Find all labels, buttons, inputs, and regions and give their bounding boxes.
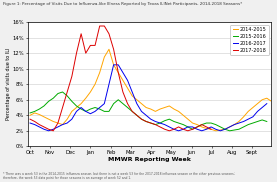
2014-2015: [177, 110, 180, 112]
2014-2015: [270, 100, 273, 102]
2014-2015: [29, 114, 32, 116]
Text: Figure 1: Percentage of Visits Due to Influenza-like Illness Reported by Texas I: Figure 1: Percentage of Visits Due to In…: [3, 2, 242, 6]
2014-2015: [172, 108, 176, 110]
2017-2018: [182, 128, 185, 130]
2016-2017: [29, 122, 32, 124]
2015-2016: [29, 112, 32, 114]
2015-2016: [93, 106, 97, 109]
Text: * There was a week 53 in the 2014-2015 influenza season, but there is not a week: * There was a week 53 in the 2014-2015 i…: [3, 172, 235, 180]
Line: 2014-2015: 2014-2015: [30, 49, 271, 131]
2015-2016: [214, 124, 217, 126]
2017-2018: [93, 44, 97, 46]
2017-2018: [168, 130, 171, 132]
2016-2017: [168, 126, 171, 128]
Line: 2017-2018: 2017-2018: [30, 26, 211, 131]
2016-2017: [242, 120, 245, 123]
2015-2016: [182, 124, 185, 126]
2014-2015: [214, 130, 217, 132]
2014-2015: [186, 118, 189, 120]
2014-2015: [191, 122, 194, 124]
2016-2017: [214, 128, 217, 130]
2015-2016: [242, 126, 245, 128]
2016-2017: [182, 128, 185, 130]
2016-2017: [172, 128, 176, 130]
2015-2016: [168, 118, 171, 120]
X-axis label: MMWR Reporting Week: MMWR Reporting Week: [108, 157, 191, 162]
2017-2018: [29, 118, 32, 120]
2015-2016: [172, 120, 176, 123]
2017-2018: [172, 128, 176, 130]
2014-2015: [93, 83, 97, 85]
Legend: 2014-2015, 2015-2016, 2016-2017, 2017-2018: 2014-2015, 2015-2016, 2016-2017, 2017-20…: [230, 25, 269, 55]
2016-2017: [93, 110, 97, 112]
Y-axis label: Percentage of visits due to ILI: Percentage of visits due to ILI: [6, 48, 11, 120]
Line: 2016-2017: 2016-2017: [30, 65, 267, 131]
2014-2015: [223, 128, 227, 130]
Line: 2015-2016: 2015-2016: [30, 92, 267, 131]
2014-2015: [107, 48, 111, 50]
